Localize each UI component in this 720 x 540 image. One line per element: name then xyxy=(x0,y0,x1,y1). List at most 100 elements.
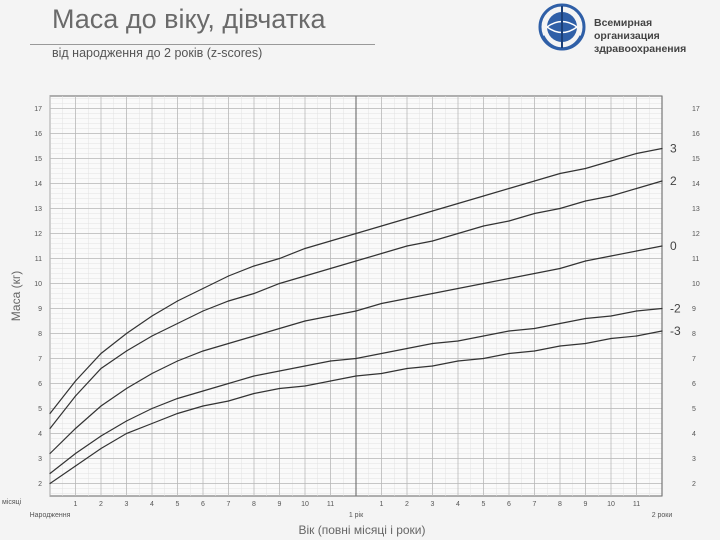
data-point xyxy=(661,180,663,182)
data-point xyxy=(176,397,179,400)
data-point xyxy=(559,207,561,210)
data-point xyxy=(406,297,408,300)
data-point xyxy=(100,352,102,355)
y-tick-label-left: 17 xyxy=(34,106,42,113)
data-point xyxy=(406,367,408,370)
data-point xyxy=(125,420,128,422)
data-point xyxy=(227,342,230,345)
data-point xyxy=(533,327,536,330)
data-point xyxy=(635,152,638,155)
y-tick-label-right: 2 xyxy=(692,481,696,488)
x-tick-label: Народження xyxy=(30,512,71,519)
y-tick-label-left: 14 xyxy=(34,181,42,188)
data-point xyxy=(610,195,612,197)
y-tick-label-left: 8 xyxy=(38,331,42,338)
data-point xyxy=(49,472,51,475)
data-point xyxy=(125,350,128,352)
x-tick-label: 4 xyxy=(150,501,154,508)
data-point xyxy=(406,347,408,350)
y-tick-label-left: 2 xyxy=(38,481,42,488)
x-tick-label: 9 xyxy=(584,501,588,508)
series-label: 3 xyxy=(670,142,677,156)
x-tick-label: 6 xyxy=(507,501,511,508)
y-axis-label: Маса (кг) xyxy=(9,271,23,321)
data-point xyxy=(610,337,612,340)
data-point xyxy=(610,315,612,317)
data-point xyxy=(176,412,179,415)
data-point xyxy=(457,232,459,235)
data-point xyxy=(304,247,306,250)
y-tick-label-left: 3 xyxy=(38,456,42,463)
x-axis-label: Вік (повні місяці і роки) xyxy=(298,523,425,537)
data-point xyxy=(176,300,179,302)
data-point xyxy=(533,180,536,182)
series-label: -3 xyxy=(670,324,681,338)
x-tick-label: 3 xyxy=(431,501,435,508)
data-point xyxy=(329,267,332,270)
data-point xyxy=(202,350,204,352)
data-point xyxy=(635,187,638,190)
data-point xyxy=(457,287,459,290)
x-tick-label: 10 xyxy=(607,501,615,508)
data-point xyxy=(100,367,102,370)
data-point xyxy=(202,405,204,407)
data-point xyxy=(380,252,383,255)
data-point xyxy=(431,210,434,212)
data-point xyxy=(304,385,306,387)
data-point xyxy=(431,240,434,242)
data-point xyxy=(508,220,510,222)
data-point xyxy=(202,310,204,312)
title-divider xyxy=(30,44,375,45)
y-tick-label-right: 3 xyxy=(692,456,696,463)
x-tick-label: 11 xyxy=(327,501,334,508)
y-tick-label-right: 10 xyxy=(692,281,700,288)
data-point xyxy=(304,320,306,322)
y-tick-label-right: 14 xyxy=(692,181,700,188)
data-point xyxy=(533,350,536,352)
data-point xyxy=(584,167,587,170)
data-point xyxy=(610,255,612,257)
x-tick-label: 8 xyxy=(558,501,562,508)
y-tick-label-right: 7 xyxy=(692,356,696,363)
data-point xyxy=(125,387,128,390)
data-point xyxy=(49,427,51,430)
data-point xyxy=(304,275,306,277)
y-tick-label-right: 6 xyxy=(692,381,696,388)
y-tick-label-right: 15 xyxy=(692,156,700,163)
data-point xyxy=(635,335,638,337)
data-point xyxy=(253,335,255,337)
data-point xyxy=(610,160,612,162)
data-point xyxy=(74,380,77,382)
data-point xyxy=(125,332,128,335)
y-tick-label-left: 11 xyxy=(35,256,42,263)
data-point xyxy=(380,352,383,355)
data-point xyxy=(49,452,51,455)
data-point xyxy=(457,202,459,205)
data-point xyxy=(329,315,332,317)
y-tick-label-left: 5 xyxy=(38,406,42,413)
data-point xyxy=(559,322,561,325)
data-point xyxy=(508,352,510,355)
data-point xyxy=(49,412,51,415)
data-point xyxy=(151,407,153,410)
data-point xyxy=(355,310,357,312)
data-point xyxy=(380,302,383,305)
data-point xyxy=(100,435,102,437)
y-tick-label-right: 4 xyxy=(692,431,696,438)
y-tick-label-right: 11 xyxy=(692,256,699,263)
data-point xyxy=(253,265,255,267)
data-point xyxy=(151,335,153,337)
data-point xyxy=(253,392,255,395)
data-point xyxy=(176,322,179,325)
data-point xyxy=(508,330,510,332)
data-point xyxy=(380,225,383,227)
data-point xyxy=(661,307,663,310)
data-point xyxy=(355,232,357,235)
data-point xyxy=(202,390,204,392)
data-point xyxy=(227,300,230,302)
data-point xyxy=(406,217,408,220)
data-point xyxy=(49,482,51,485)
x-tick-label: 11 xyxy=(633,501,640,508)
x-tick-label: 6 xyxy=(201,501,205,508)
series-label: 2 xyxy=(670,174,677,188)
